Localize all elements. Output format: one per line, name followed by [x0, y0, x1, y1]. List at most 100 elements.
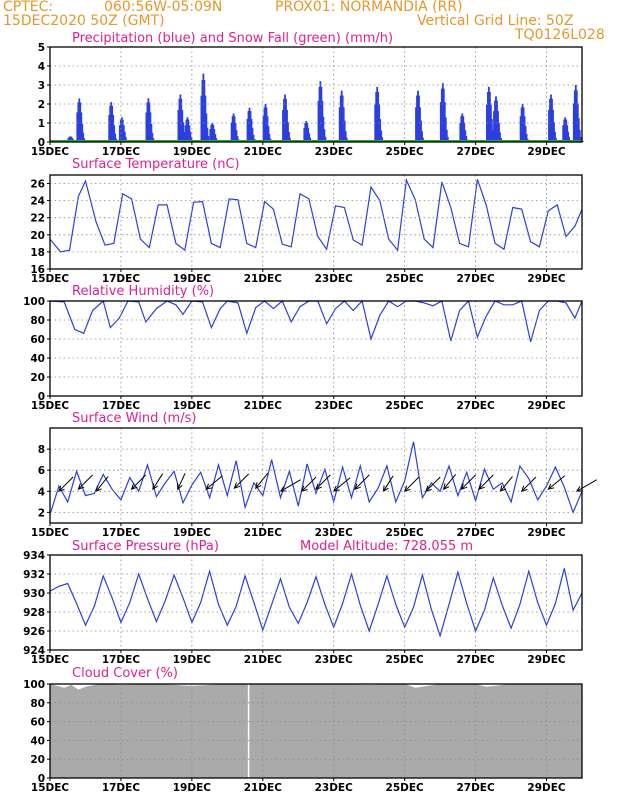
- precip-bar: [211, 123, 214, 142]
- precip-bar: [579, 137, 582, 142]
- precip-bar: [250, 118, 253, 142]
- precip-bar: [522, 107, 525, 142]
- precip-bar: [77, 102, 80, 142]
- precip-bar: [465, 136, 468, 142]
- panel-title: Surface Wind (m/s): [72, 411, 196, 426]
- wind-arrow: [95, 476, 109, 493]
- precip-bar: [341, 95, 344, 142]
- x-tick-label: 17DEC: [102, 273, 141, 285]
- wind-arrow-shaft: [205, 475, 223, 490]
- x-tick-label: 29DEC: [527, 273, 566, 285]
- header-run-code: TQ0126L028: [514, 27, 605, 43]
- wind-arrow: [403, 476, 420, 493]
- precip-bar: [118, 125, 121, 142]
- precip-bar: [375, 92, 378, 142]
- precip-bar: [184, 125, 187, 142]
- precip-bar: [497, 111, 499, 142]
- wind-arrow: [300, 476, 317, 493]
- precip-bar: [233, 116, 236, 142]
- x-tick-label: 25DEC: [386, 146, 425, 158]
- precip-bar: [235, 130, 238, 142]
- precip-bar: [187, 119, 190, 142]
- x-tick-label: 21DEC: [244, 527, 283, 539]
- wind-vectors: [58, 472, 598, 493]
- precip-bar: [248, 107, 251, 142]
- precip-bar: [266, 116, 269, 142]
- wind-arrow-shaft: [280, 479, 301, 492]
- precip-bar: [491, 119, 493, 142]
- precip-bar: [78, 98, 81, 142]
- precip-bar: [234, 122, 237, 142]
- precip-bar: [303, 127, 306, 142]
- precip-bar: [463, 122, 466, 142]
- y-tick-label: 26: [30, 179, 45, 191]
- precip-bar: [565, 119, 568, 142]
- y-tick-label: 40: [30, 353, 45, 365]
- panel-frame: [49, 46, 583, 143]
- x-tick-label: 23DEC: [315, 273, 354, 285]
- precip-bar: [339, 95, 342, 142]
- y-tick-label: 16: [30, 264, 45, 276]
- precip-bar: [321, 100, 324, 142]
- precip-bar: [204, 95, 207, 142]
- header-station: PROX01: NORMANDIA (RR): [275, 0, 463, 15]
- y-tick-label: 3: [38, 80, 45, 92]
- precip-bar: [251, 127, 254, 142]
- wind-arrow-shaft: [478, 474, 494, 490]
- precip-bar: [69, 136, 72, 142]
- x-tick-label: 27DEC: [456, 782, 495, 794]
- wind-arrow-head: [58, 485, 65, 493]
- wind-arrow-head: [478, 483, 485, 491]
- x-tick-label: 25DEC: [386, 782, 425, 794]
- y-tick-label: 60: [30, 717, 45, 729]
- precip-bar: [112, 115, 115, 142]
- precip-bar: [286, 109, 288, 142]
- precip-bar: [252, 134, 255, 142]
- precip-bar: [231, 116, 234, 142]
- wind-arrow: [279, 479, 301, 492]
- x-tick-label: 29DEC: [527, 782, 566, 794]
- precip-bar: [150, 123, 153, 142]
- panel-frame: [49, 427, 583, 524]
- wind-arrow-shaft: [152, 473, 164, 490]
- header-coordinates: 060:56W-05:09N: [104, 0, 222, 15]
- x-tick-label: 15DEC: [31, 527, 70, 539]
- precip-bar: [550, 94, 552, 142]
- precip-bar: [488, 86, 490, 142]
- x-tick-label: 17DEC: [102, 654, 141, 666]
- wind-arrow-shaft: [547, 475, 566, 490]
- precip-bar: [524, 126, 527, 142]
- panel-pressure: 924 926 928 930 932 934 15DEC 17DEC 19DEC 21DEC 23…: [23, 539, 583, 666]
- wind-arrow-head: [460, 483, 468, 491]
- panel-title: Surface Pressure (hPa): [72, 539, 219, 554]
- y-tick-label: 1: [38, 118, 45, 130]
- precip-bar: [322, 116, 325, 142]
- precip-bar: [111, 105, 114, 142]
- x-tick-label: 17DEC: [102, 782, 141, 794]
- precip-bar: [552, 109, 554, 142]
- precip-bar: [70, 136, 73, 142]
- y-tick-label: 100: [23, 296, 45, 308]
- precip-bar: [581, 141, 584, 142]
- wind-arrow: [254, 472, 269, 490]
- y-tick-label: 2: [38, 507, 45, 519]
- precip-bar: [525, 134, 528, 142]
- wind-arrow-shaft: [177, 473, 186, 490]
- precip-bar: [416, 95, 418, 142]
- precip-bar: [181, 109, 184, 142]
- y-tick-label: 924: [23, 645, 45, 657]
- precip-bar: [284, 94, 286, 142]
- precip-bar: [109, 105, 112, 142]
- precip-bar: [247, 111, 250, 142]
- precip-bar: [287, 122, 289, 142]
- y-tick-label: 5: [38, 42, 45, 54]
- wind-arrow-shaft: [500, 476, 513, 492]
- precip-bar: [568, 136, 570, 142]
- panel-frame: [49, 300, 583, 397]
- precip-bar: [122, 125, 125, 142]
- x-tick-label: 29DEC: [527, 654, 566, 666]
- cloud-cover-area: [50, 684, 582, 778]
- wind-arrow-shaft: [333, 477, 351, 492]
- y-tick-label: 20: [30, 754, 45, 766]
